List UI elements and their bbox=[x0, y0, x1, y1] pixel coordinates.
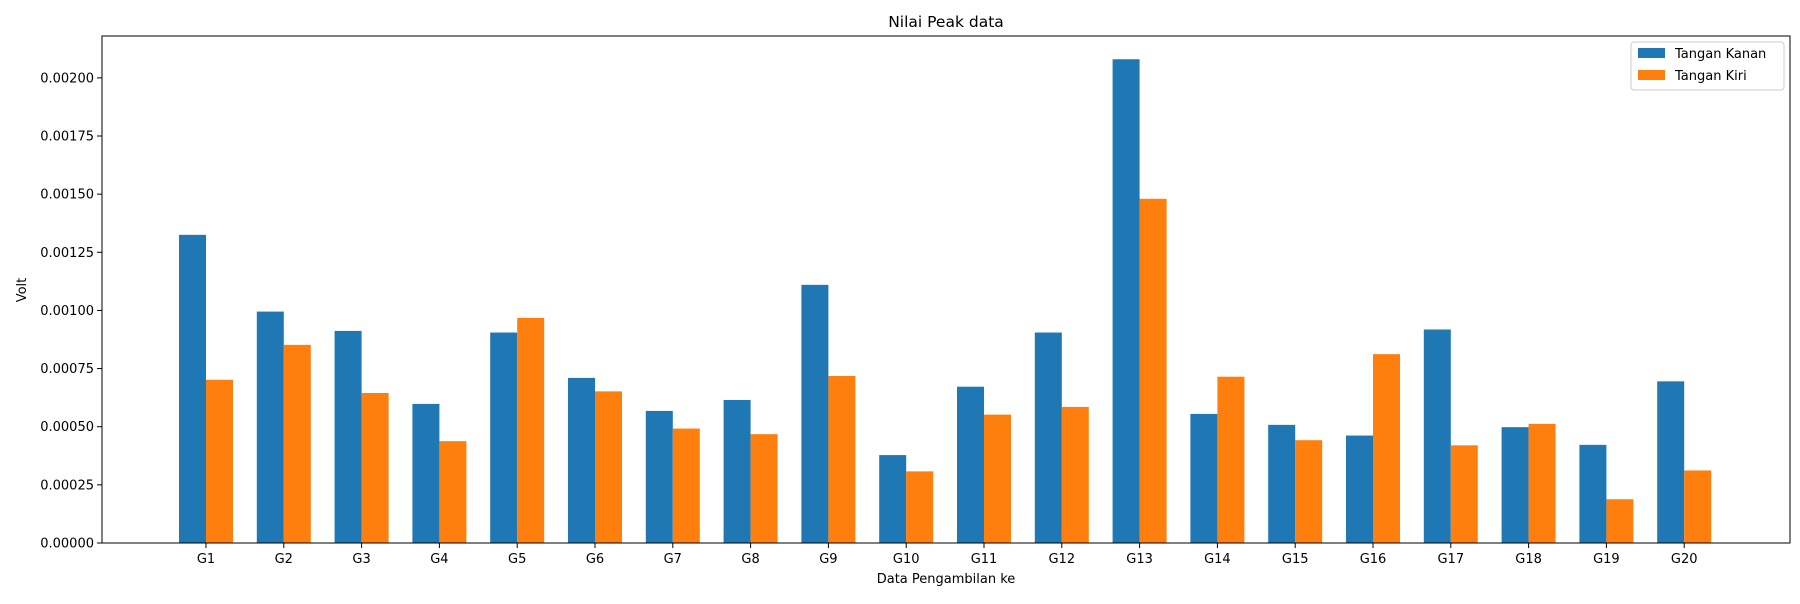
bar-tangan-kanan-g6 bbox=[568, 377, 595, 543]
y-tick-label: 0.00200 bbox=[40, 71, 94, 86]
x-tick-label-g11: G11 bbox=[971, 552, 998, 567]
bar-tangan-kanan-g17 bbox=[1423, 329, 1451, 543]
bar-tangan-kiri-g13 bbox=[1139, 198, 1167, 544]
y-tick-label: 0.00175 bbox=[40, 130, 94, 145]
legend-swatch-tangan-kiri bbox=[1638, 70, 1665, 80]
x-tick-label-g19: G19 bbox=[1593, 552, 1620, 567]
bar-tangan-kanan-g12 bbox=[1034, 332, 1062, 543]
bar-tangan-kiri-g16 bbox=[1373, 354, 1400, 543]
y-axis: 0.00000 0.00025 0.00050 0.00075 0.00100 0.001… bbox=[40, 71, 102, 552]
legend-swatch-tangan-kanan bbox=[1638, 48, 1665, 58]
x-tick-label-g5: G5 bbox=[508, 552, 526, 567]
bar-tangan-kiri-g8 bbox=[750, 434, 778, 543]
bar-tangan-kiri-g5 bbox=[517, 317, 545, 543]
x-tick-label-g3: G3 bbox=[352, 552, 370, 567]
legend-label-tangan-kanan: Tangan Kanan bbox=[1674, 47, 1766, 62]
bar-tangan-kanan-g9 bbox=[801, 284, 829, 543]
x-tick-label-g17: G17 bbox=[1437, 552, 1464, 567]
bar-tangan-kanan-g16 bbox=[1346, 435, 1373, 543]
x-tick-label-g2: G2 bbox=[275, 552, 293, 567]
x-tick-label-g12: G12 bbox=[1048, 552, 1075, 567]
bar-tangan-kiri-g12 bbox=[1061, 406, 1089, 543]
y-tick-label: 0.00025 bbox=[40, 478, 94, 493]
bar-tangan-kanan-g19 bbox=[1579, 444, 1607, 543]
bar-tangan-kiri-g4 bbox=[439, 441, 467, 543]
x-tick-label-g10: G10 bbox=[893, 552, 920, 567]
legend-label-tangan-kiri: Tangan Kiri bbox=[1674, 69, 1747, 84]
x-axis: G1 G2 G3 G4 G5 G6 G7 G8 G9 G10 G11 G12 G13 G14 G15 G16 G… bbox=[197, 543, 1698, 567]
x-tick-label-g16: G16 bbox=[1360, 552, 1387, 567]
x-tick-label-g20: G20 bbox=[1671, 552, 1698, 567]
bar-tangan-kanan-g20 bbox=[1657, 381, 1685, 543]
bar-tangan-kanan-g4 bbox=[412, 403, 440, 543]
bar-tangan-kanan-g2 bbox=[256, 311, 284, 543]
bar-tangan-kanan-g7 bbox=[645, 410, 673, 543]
bar-tangan-kiri-g17 bbox=[1450, 445, 1478, 543]
y-tick-label: 0.00050 bbox=[40, 420, 94, 435]
legend: Tangan Kanan Tangan Kiri bbox=[1630, 41, 1785, 91]
bar-tangan-kiri-g14 bbox=[1217, 376, 1245, 543]
legend-frame bbox=[1630, 41, 1785, 91]
bar-tangan-kanan-g8 bbox=[723, 399, 751, 543]
x-tick-label-g4: G4 bbox=[430, 552, 448, 567]
bar-tangan-kiri-g9 bbox=[828, 376, 856, 543]
bar-tangan-kiri-g6 bbox=[595, 391, 622, 543]
bar-tangan-kanan-g13 bbox=[1112, 59, 1140, 543]
bar-tangan-kanan-g15 bbox=[1268, 424, 1296, 543]
y-tick-label: 0.00075 bbox=[40, 362, 94, 377]
x-tick-label-g13: G13 bbox=[1126, 552, 1153, 567]
plot-frame bbox=[101, 35, 1791, 544]
bar-tangan-kanan-g14 bbox=[1190, 413, 1218, 543]
x-tick-label-g14: G14 bbox=[1204, 552, 1231, 567]
bar-tangan-kiri-g15 bbox=[1295, 440, 1323, 543]
x-tick-label-g7: G7 bbox=[664, 552, 682, 567]
y-tick-label: 0.00150 bbox=[40, 188, 94, 203]
y-tick-label: 0.00000 bbox=[40, 537, 94, 552]
bar-tangan-kiri-g18 bbox=[1528, 423, 1556, 543]
y-tick-label: 0.00125 bbox=[40, 246, 94, 261]
bar-tangan-kanan-g1 bbox=[179, 234, 206, 543]
bar-tangan-kiri-g20 bbox=[1684, 470, 1712, 543]
bar-tangan-kiri-g3 bbox=[361, 392, 389, 543]
bar-tangan-kiri-g19 bbox=[1606, 499, 1634, 543]
bars-layer bbox=[179, 59, 1712, 544]
bar-tangan-kiri-g10 bbox=[906, 471, 934, 543]
bar-tangan-kiri-g11 bbox=[984, 414, 1011, 543]
bar-tangan-kanan-g5 bbox=[490, 332, 518, 543]
bar-tangan-kiri-g1 bbox=[206, 379, 233, 543]
x-tick-label-g8: G8 bbox=[741, 552, 759, 567]
chart-title: Nilai Peak data bbox=[888, 13, 1004, 31]
bar-tangan-kanan-g10 bbox=[879, 455, 907, 543]
x-tick-label-g18: G18 bbox=[1515, 552, 1542, 567]
x-tick-label-g15: G15 bbox=[1282, 552, 1309, 567]
y-axis-label: Volt bbox=[15, 278, 30, 303]
x-tick-label-g9: G9 bbox=[819, 552, 837, 567]
x-tick-label-g6: G6 bbox=[586, 552, 604, 567]
bar-tangan-kiri-g7 bbox=[672, 428, 700, 543]
bar-tangan-kanan-g18 bbox=[1501, 427, 1529, 543]
x-axis-label: Data Pengambilan ke bbox=[877, 572, 1016, 587]
bar-tangan-kanan-g11 bbox=[957, 386, 984, 543]
x-tick-label-g1: G1 bbox=[197, 552, 215, 567]
bar-tangan-kanan-g3 bbox=[334, 330, 362, 543]
bar-tangan-kiri-g2 bbox=[283, 344, 311, 543]
y-tick-label: 0.00100 bbox=[40, 304, 94, 319]
